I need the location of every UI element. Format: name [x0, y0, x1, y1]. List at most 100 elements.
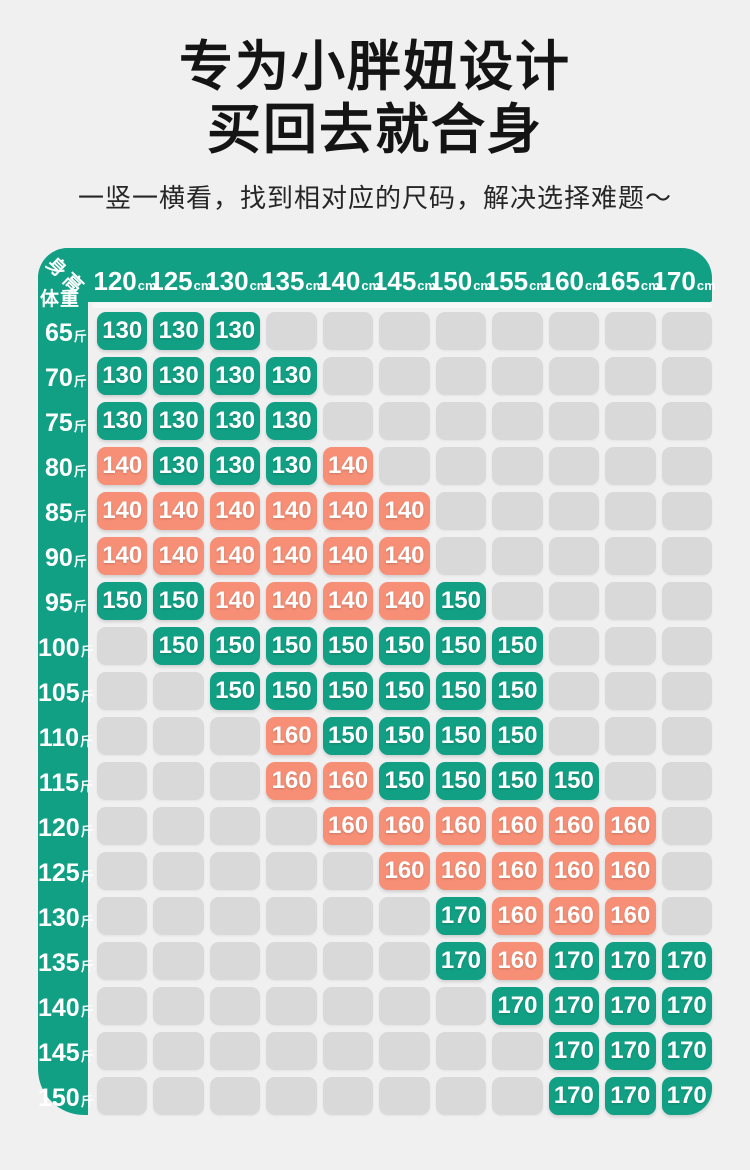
empty-cell: [548, 537, 600, 575]
size-cell-value: 170: [553, 947, 594, 974]
weight-unit: 斤: [80, 914, 94, 929]
column-header-unit: cm: [640, 278, 660, 293]
size-cell: 150: [435, 672, 487, 710]
table-side-band: [38, 248, 88, 1115]
size-cell: 130: [97, 357, 148, 395]
size-cell: 130: [266, 402, 317, 440]
size-cell: 170: [661, 942, 712, 980]
table-header-band: [38, 248, 712, 302]
size-cell-value: 150: [384, 767, 425, 794]
empty-cell: [153, 672, 204, 710]
empty-cell: [435, 447, 487, 485]
empty-cell: [435, 987, 487, 1025]
empty-cell: [435, 312, 487, 350]
size-cell-value: 160: [271, 767, 312, 794]
size-cell-value: 160: [497, 857, 538, 884]
size-cell-value: 160: [497, 947, 538, 974]
size-cell-value: 130: [215, 362, 256, 389]
empty-cell: [97, 942, 148, 980]
size-cell: 160: [435, 852, 487, 890]
size-cell-value: 160: [610, 902, 651, 929]
size-cell: 170: [548, 942, 600, 980]
size-cell: 160: [492, 897, 543, 935]
empty-cell: [605, 582, 656, 620]
size-cell-value: 150: [384, 677, 425, 704]
weight-row-label: 145 斤: [38, 1032, 94, 1070]
title-block: 专为小胖妞设计 买回去就合身 一竖一横看，找到相对应的尺码，解决选择难题～: [0, 36, 750, 215]
weight-unit: 斤: [80, 779, 94, 794]
size-cell-value: 150: [553, 767, 594, 794]
empty-cell: [266, 807, 317, 845]
size-cell: 130: [97, 312, 148, 350]
size-cell-value: 140: [384, 587, 425, 614]
empty-cell: [379, 402, 430, 440]
empty-cell: [322, 1077, 374, 1115]
column-header-unit: cm: [529, 278, 548, 293]
empty-cell: [322, 942, 374, 980]
size-cell: 170: [435, 942, 487, 980]
size-cell-value: 150: [328, 632, 369, 659]
empty-cell: [209, 942, 261, 980]
weight-unit: 斤: [80, 959, 94, 974]
weight-row-label: 140 斤: [38, 987, 94, 1025]
size-cell: 150: [322, 672, 374, 710]
size-cell-value: 170: [553, 992, 594, 1019]
empty-cell: [605, 402, 656, 440]
weight-row-label: 70 斤: [38, 357, 94, 395]
size-cell: 170: [605, 942, 656, 980]
empty-cell: [153, 852, 204, 890]
weight-unit: 斤: [73, 509, 87, 524]
weight-value: 140: [38, 994, 80, 1022]
empty-cell: [548, 402, 600, 440]
empty-cell: [661, 627, 712, 665]
size-cell: 170: [605, 1077, 656, 1115]
empty-cell: [153, 807, 204, 845]
empty-cell: [492, 492, 543, 530]
weight-value: 75: [44, 409, 73, 437]
empty-cell: [97, 1032, 148, 1070]
weight-value: 105: [38, 679, 80, 707]
size-cell: 140: [322, 582, 374, 620]
column-header-unit: cm: [305, 278, 325, 293]
size-cell-value: 140: [271, 542, 312, 569]
empty-cell: [209, 1077, 261, 1115]
empty-cell: [97, 672, 148, 710]
size-cell: 150: [379, 717, 430, 755]
weight-unit: 斤: [80, 869, 94, 884]
empty-cell: [605, 717, 656, 755]
empty-cell: [266, 897, 317, 935]
weight-unit: 斤: [73, 374, 87, 389]
empty-cell: [153, 1077, 204, 1115]
empty-cell: [492, 582, 543, 620]
empty-cell: [379, 447, 430, 485]
size-cell: 150: [266, 627, 317, 665]
size-cell-value: 170: [440, 902, 481, 929]
size-cell: 140: [379, 537, 430, 575]
size-cell-value: 160: [497, 902, 538, 929]
empty-cell: [661, 582, 712, 620]
size-cell: 170: [492, 987, 543, 1025]
empty-cell: [266, 1077, 317, 1115]
empty-cell: [209, 762, 261, 800]
size-cell-value: 150: [158, 587, 199, 614]
column-header: 160 cm: [541, 248, 604, 302]
column-header-unit: cm: [249, 278, 269, 293]
column-header-value: 155: [484, 266, 529, 296]
column-header: 150 cm: [428, 248, 492, 302]
column-header-value: 150: [428, 266, 473, 296]
size-cell-value: 140: [384, 542, 425, 569]
empty-cell: [97, 897, 148, 935]
empty-cell: [322, 852, 374, 890]
weight-row-label: 115 斤: [38, 762, 94, 800]
size-cell: 130: [209, 357, 261, 395]
size-cell: 150: [266, 672, 317, 710]
size-cell: 140: [153, 537, 204, 575]
size-cell: 140: [379, 582, 430, 620]
empty-cell: [379, 312, 430, 350]
size-cell-value: 130: [271, 407, 312, 434]
size-cell-value: 140: [158, 497, 199, 524]
size-cell-value: 160: [328, 812, 369, 839]
empty-cell: [661, 492, 712, 530]
column-headers: 120 cm 125 cm 130 cm 135 cm 140 cm 145 cm 150 cm 155 cm…: [93, 248, 715, 302]
